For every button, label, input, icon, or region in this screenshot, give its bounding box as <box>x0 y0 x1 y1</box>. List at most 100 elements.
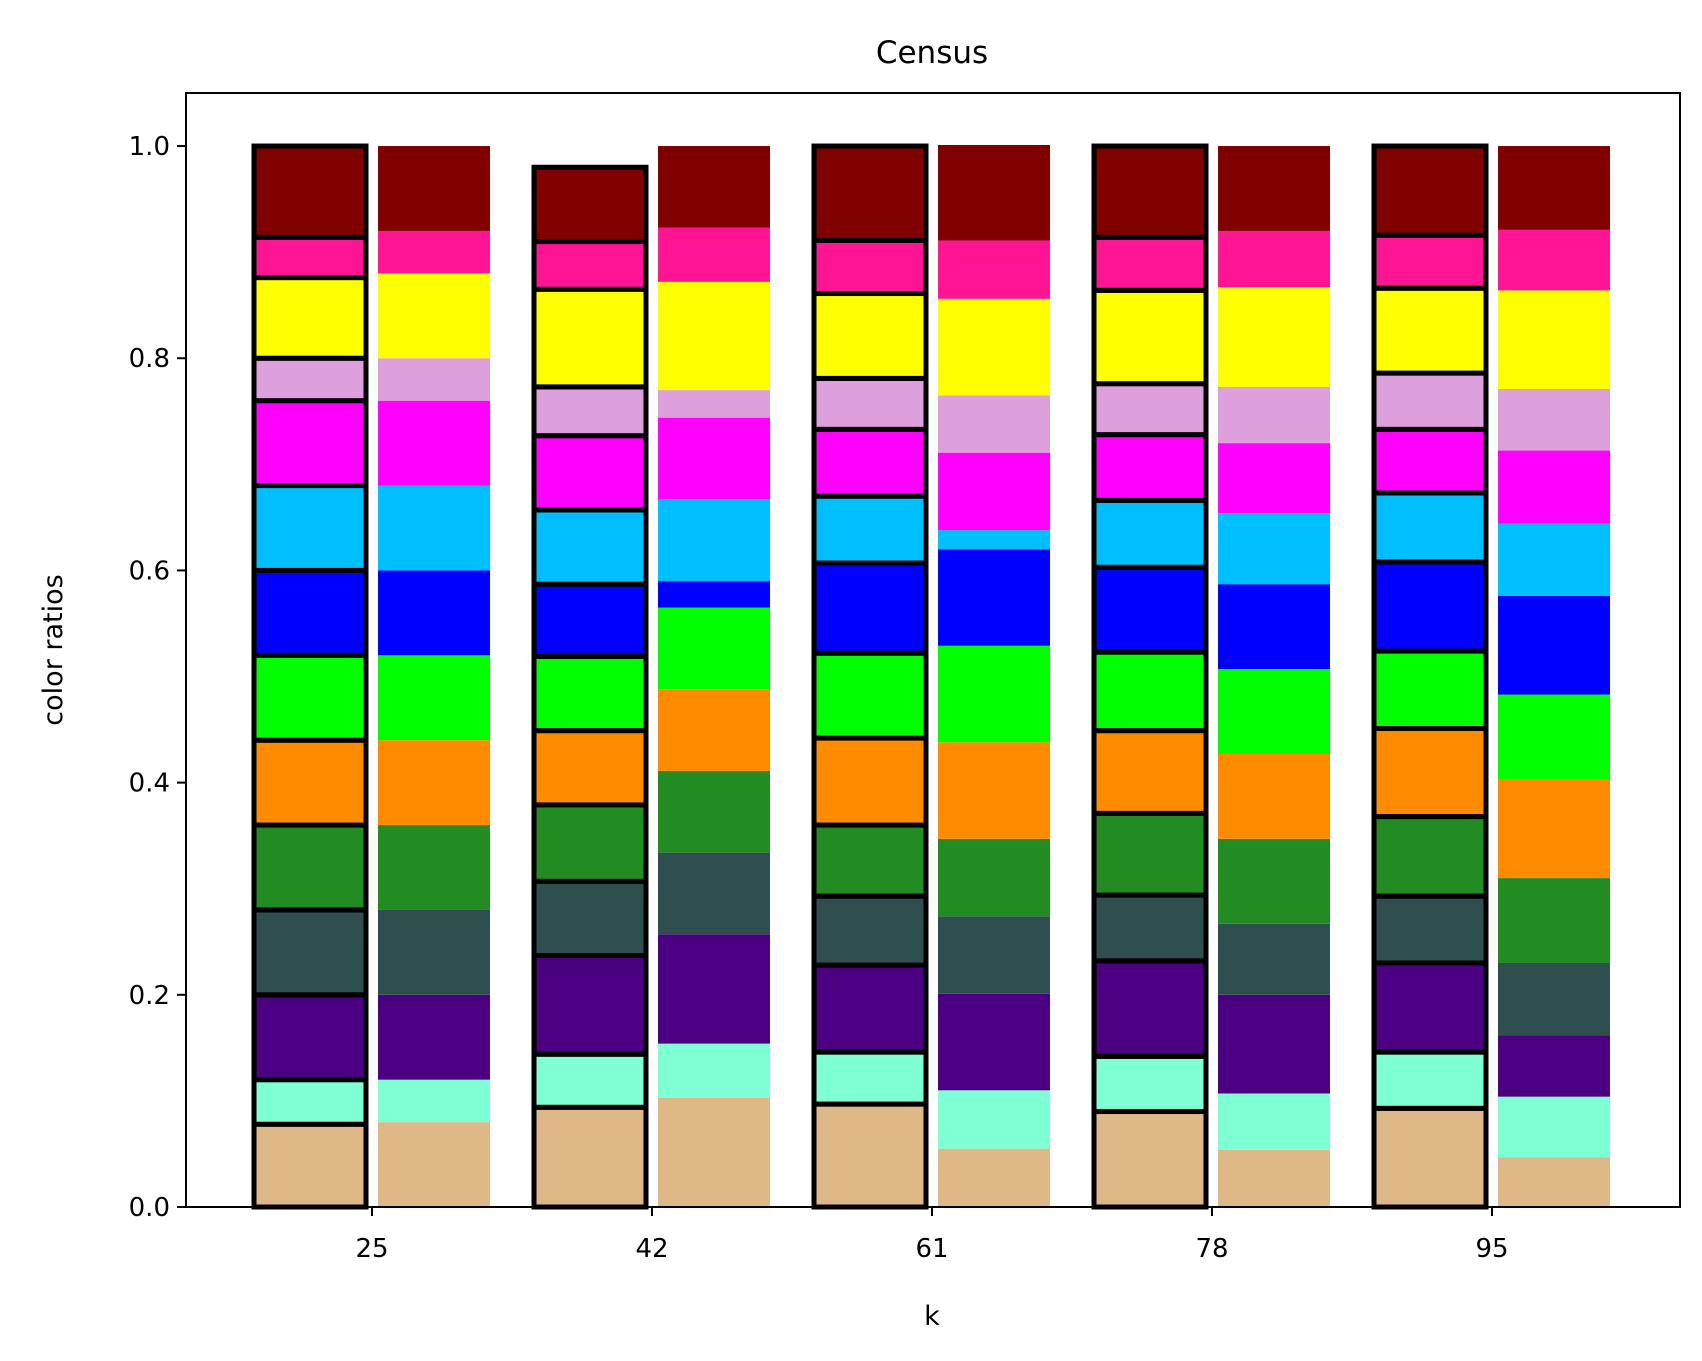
bar-segment-k42-outlined-4 <box>531 802 649 884</box>
bar-segment-k78-plain-10 <box>1218 386 1330 444</box>
bar-segment-k25-outlined-4 <box>251 822 369 913</box>
bar-segment-k25-plain-13 <box>378 146 490 231</box>
bar-segment-k78-plain-3 <box>1218 923 1330 995</box>
bar-segment-k25-outlined-13 <box>251 143 369 240</box>
bar-segment-k78-outlined-9 <box>1091 432 1209 503</box>
bar-segment-k61-plain-7 <box>938 549 1050 646</box>
y-tick-label: 0.8 <box>129 344 170 374</box>
bar-segment-k61-outlined-13 <box>811 143 929 243</box>
bar-segment-k61-outlined-6 <box>811 650 929 741</box>
bar-segment-k95-outlined-4 <box>1371 814 1489 899</box>
bar-segment-k25-outlined-3 <box>251 907 369 998</box>
bar-segment-k42-plain-8 <box>658 499 770 582</box>
y-tick-label: 0.2 <box>129 981 170 1011</box>
y-tick-label: 0.4 <box>129 769 170 799</box>
bar-segment-k78-outlined-2 <box>1091 958 1209 1059</box>
bar-segment-k95-outlined-6 <box>1371 648 1489 732</box>
bar-segment-k25-plain-0 <box>378 1122 490 1207</box>
bar-segment-k78-outlined-12 <box>1091 234 1209 293</box>
y-tick-label: 1.0 <box>129 132 170 162</box>
bar-segment-k61-outlined-2 <box>811 962 929 1055</box>
y-tick-label: 0.0 <box>129 1193 170 1223</box>
bar-segment-k42-outlined-12 <box>531 239 649 292</box>
bar-segment-k42-plain-11 <box>658 281 770 391</box>
bar-segment-k42-plain-5 <box>658 689 770 771</box>
x-tick-label: 25 <box>355 1234 388 1264</box>
bar-segment-k95-plain-4 <box>1498 878 1610 963</box>
bar-segment-k61-plain-12 <box>938 240 1050 299</box>
x-axis-label: k <box>924 1301 940 1332</box>
y-axis-label: color ratios <box>38 574 69 725</box>
bar-segment-k78-outlined-5 <box>1091 728 1209 816</box>
bar-segment-k42-plain-7 <box>658 581 770 608</box>
bar-segment-k25-outlined-1 <box>251 1077 369 1127</box>
bar-segment-k78-plain-6 <box>1218 669 1330 754</box>
bar-segment-k61-outlined-10 <box>811 375 929 432</box>
bar-segment-k25-plain-12 <box>378 230 490 274</box>
bar-segment-k42-outlined-6 <box>531 653 649 734</box>
bar-segment-k61-plain-8 <box>938 530 1050 550</box>
y-axis: 0.0 0.2 0.4 0.6 0.8 1.0 <box>129 132 186 1223</box>
bar-segment-k25-plain-1 <box>378 1079 490 1123</box>
bar-segment-k78-outlined-8 <box>1091 497 1209 570</box>
bar-segment-k95-outlined-12 <box>1371 232 1489 291</box>
bar-segment-k95-outlined-13 <box>1371 143 1489 238</box>
bar-segment-k42-plain-2 <box>658 934 770 1044</box>
bar-segment-k25-outlined-9 <box>251 398 369 489</box>
bar-segment-k61-outlined-11 <box>811 291 929 381</box>
bar-segment-k95-plain-2 <box>1498 1035 1610 1097</box>
bar-segment-k61-plain-1 <box>938 1090 1050 1149</box>
bar-segment-k95-plain-9 <box>1498 450 1610 524</box>
bar-segment-k42-outlined-3 <box>531 878 649 959</box>
bar-segment-k95-plain-0 <box>1498 1157 1610 1207</box>
bar-segment-k61-outlined-8 <box>811 493 929 566</box>
bar-segment-k61-outlined-7 <box>811 560 929 656</box>
bar-segment-k95-plain-12 <box>1498 229 1610 291</box>
bar-segment-k25-outlined-8 <box>251 483 369 573</box>
bar-segment-k42-plain-9 <box>658 417 770 500</box>
bar-segment-k78-outlined-7 <box>1091 564 1209 655</box>
bar-segment-k78-plain-7 <box>1218 584 1330 670</box>
bar-segment-k61-outlined-4 <box>811 822 929 899</box>
bar-segment-k78-outlined-3 <box>1091 892 1209 964</box>
bar-segment-k78-outlined-0 <box>1091 1109 1209 1210</box>
bar-segment-k42-plain-12 <box>658 227 770 282</box>
bar-segment-k42-plain-3 <box>658 852 770 935</box>
bar-segment-k95-outlined-8 <box>1371 490 1489 565</box>
bar-segment-k95-outlined-10 <box>1371 370 1489 432</box>
bar-segment-k42-outlined-9 <box>531 433 649 513</box>
bar-segment-k78-outlined-4 <box>1091 810 1209 898</box>
bar-segment-k42-outlined-10 <box>531 384 649 439</box>
bar-segment-k25-plain-10 <box>378 358 490 401</box>
bar-segment-k95-outlined-5 <box>1371 726 1489 820</box>
bar-segment-k61-outlined-1 <box>811 1049 929 1107</box>
bar-segment-k95-plain-1 <box>1498 1096 1610 1158</box>
bar-segment-k78-plain-4 <box>1218 838 1330 924</box>
bar-segment-k95-outlined-11 <box>1371 285 1489 376</box>
bar-segment-k78-plain-1 <box>1218 1093 1330 1150</box>
bar-segment-k42-outlined-2 <box>531 953 649 1057</box>
bar-segment-k95-plain-11 <box>1498 290 1610 390</box>
bar-segment-k95-plain-5 <box>1498 779 1610 879</box>
bar-segment-k25-plain-4 <box>378 825 490 910</box>
bar-segment-k25-plain-3 <box>378 909 490 995</box>
bar-segment-k78-outlined-11 <box>1091 287 1209 387</box>
bar-segment-k42-outlined-7 <box>531 581 649 659</box>
bar-segment-k61-plain-0 <box>938 1148 1050 1207</box>
bar-segment-k25-plain-6 <box>378 655 490 741</box>
bar-segment-k95-outlined-1 <box>1371 1049 1489 1111</box>
y-tick-label: 0.6 <box>129 556 170 586</box>
bar-segment-k61-outlined-0 <box>811 1101 929 1210</box>
bar-segment-k42-outlined-11 <box>531 286 649 390</box>
bar-segment-k25-plain-7 <box>378 570 490 656</box>
bar-segment-k78-outlined-10 <box>1091 381 1209 438</box>
bar-segment-k78-plain-12 <box>1218 230 1330 288</box>
bar-segment-k42-plain-10 <box>658 390 770 418</box>
bar-segment-k25-plain-8 <box>378 485 490 571</box>
bar-segment-k25-outlined-2 <box>251 992 369 1083</box>
bar-segment-k25-outlined-5 <box>251 737 369 828</box>
bar-segment-k25-outlined-7 <box>251 567 369 658</box>
x-tick-label: 78 <box>1195 1234 1228 1264</box>
bar-segment-k42-outlined-0 <box>531 1104 649 1210</box>
x-axis: 25 42 61 78 95 <box>355 1207 1509 1264</box>
